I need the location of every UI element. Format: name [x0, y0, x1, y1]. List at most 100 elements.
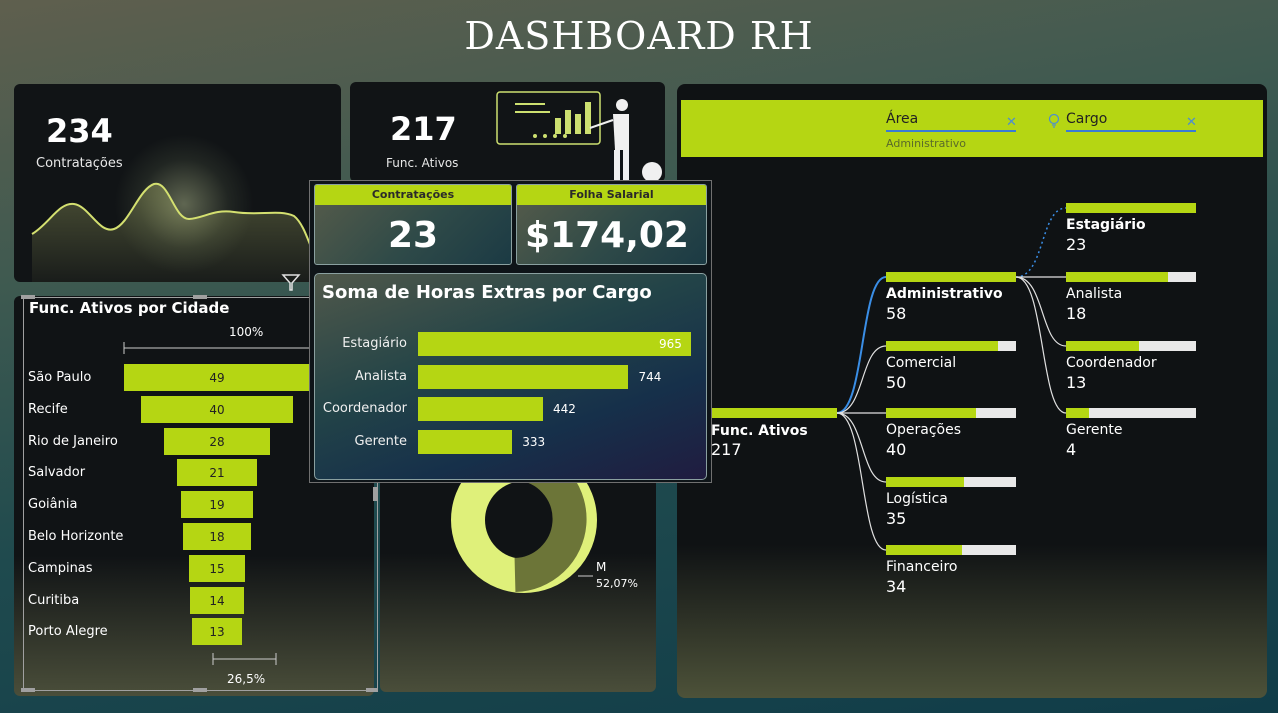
- funnel-bar[interactable]: 15: [188, 554, 246, 582]
- bar-value-label: 333: [522, 434, 546, 449]
- bar-mark: [418, 332, 691, 356]
- tree-node-bar[interactable]: [1066, 408, 1196, 418]
- tree-node-value: 50: [886, 373, 907, 392]
- resize-handle[interactable]: [21, 688, 35, 692]
- kpi-value: 234: [46, 112, 113, 150]
- lightbulb-icon[interactable]: [1047, 113, 1061, 129]
- funnel-bottom-pct: 26,5%: [227, 672, 266, 686]
- tooltip-card-value: 23: [387, 215, 439, 256]
- resize-handle[interactable]: [193, 295, 207, 299]
- resize-handle[interactable]: [193, 688, 207, 692]
- tooltip-page: Contratações 23 Folha Salarial $174,02 .…: [309, 180, 712, 483]
- slicer-area-underline: [886, 130, 1016, 132]
- slicer-area-label[interactable]: Área: [886, 111, 919, 127]
- slicer-cargo-label[interactable]: Cargo: [1066, 111, 1108, 127]
- tooltip-card-contratacoes: Contratações 23: [314, 184, 512, 265]
- kpi-label: Func. Ativos: [386, 156, 459, 170]
- tree-node-bar[interactable]: [886, 477, 1016, 487]
- tree-node-value: 13: [1066, 373, 1087, 392]
- tree-node-value: 23: [1066, 235, 1087, 254]
- funnel-city-label: Campinas: [28, 560, 93, 576]
- bar-value-label: 442: [553, 402, 576, 416]
- slicer-bar: [681, 100, 1263, 157]
- tree-node-label: Comercial: [886, 355, 957, 371]
- funnel-city-label: Belo Horizonte: [28, 529, 124, 544]
- kpi-label: Contratações: [36, 156, 123, 171]
- bar-value-label: 744: [638, 369, 662, 384]
- bar-mark: [418, 429, 513, 454]
- resize-handle[interactable]: [21, 295, 35, 299]
- tree-node-value: 35: [886, 509, 907, 528]
- funnel-bar[interactable]: 18: [182, 523, 252, 550]
- tree-node-bar[interactable]: [886, 408, 1016, 418]
- tree-node-bar[interactable]: [886, 545, 1016, 555]
- funnel-bar[interactable]: 14: [190, 586, 244, 614]
- bar-category-label: Estagiário: [342, 336, 407, 351]
- funnel-city-label: São Paulo: [28, 370, 92, 385]
- tree-node-label: Logística: [886, 491, 948, 507]
- funnel-city-label: Recife: [28, 401, 68, 417]
- funnel-bar[interactable]: 49: [124, 364, 310, 391]
- filter-icon[interactable]: [281, 273, 301, 293]
- sparkline-area-chart: [31, 182, 315, 282]
- decomposition-tree-panel[interactable]: [677, 84, 1267, 698]
- tree-root-bar[interactable]: [711, 408, 837, 418]
- tree-node-value: 40: [886, 440, 907, 459]
- tree-root-value: 217: [711, 440, 742, 459]
- tree-node-label: Administrativo: [886, 286, 1003, 302]
- donut-label: M: [596, 560, 607, 574]
- tree-node-label: Coordenador: [1066, 355, 1157, 371]
- funnel-city-label: Goiânia: [28, 497, 78, 513]
- resize-handle[interactable]: [366, 688, 378, 692]
- tooltip-card-header: Folha Salarial: [517, 185, 706, 205]
- tree-node-label: Analista: [1066, 286, 1123, 302]
- slicer-cargo-underline: [1066, 130, 1196, 132]
- chart-title: Soma de Horas Extras por Cargo: [322, 282, 652, 303]
- tree-node-value: 58: [886, 304, 907, 323]
- overtime-bar-chart: Soma de Horas Extras por Cargo Estagiári…: [314, 273, 707, 480]
- tree-node-label: Operações: [886, 422, 962, 438]
- tree-node-bar[interactable]: [886, 341, 1016, 351]
- tree-node-value: 18: [1066, 304, 1087, 323]
- slicer-area-value: Administrativo: [886, 137, 967, 150]
- tree-root-label: Func. Ativos: [711, 423, 808, 439]
- dashboard-title: DASHBOARD RH: [464, 14, 814, 58]
- bar-value-label: 965: [659, 337, 682, 351]
- clear-cargo-icon[interactable]: ✕: [1186, 115, 1197, 130]
- funnel-city-label: Salvador: [28, 465, 86, 481]
- tree-node-bar[interactable]: [1066, 341, 1196, 351]
- funnel-city-label: Porto Alegre: [28, 624, 108, 640]
- funnel-bar[interactable]: 13: [192, 618, 242, 646]
- resize-handle[interactable]: [373, 487, 377, 501]
- funnel-bar[interactable]: 19: [180, 491, 254, 519]
- funnel-city-label: Rio de Janeiro: [28, 433, 118, 449]
- bar-category-label: Analista: [354, 368, 407, 384]
- tree-node-label: Gerente: [1066, 422, 1123, 438]
- funnel-bar[interactable]: 28: [163, 427, 271, 455]
- bar-mark: [418, 364, 629, 389]
- tree-node-bar[interactable]: [1066, 272, 1196, 282]
- presentation-illustration-icon: [496, 91, 662, 182]
- funnel-bar[interactable]: 40: [141, 395, 293, 423]
- donut-pct: 52,07%: [596, 577, 638, 590]
- tree-node-bar[interactable]: [886, 272, 1016, 282]
- kpi-card-func-ativos[interactable]: 217 Func. Ativos: [350, 82, 665, 182]
- tooltip-card-folha-salarial: Folha Salarial $174,02 ...: [516, 184, 707, 265]
- funnel-top-pct: 100%: [229, 325, 264, 339]
- kpi-card-contratacoes[interactable]: 234 Contratações: [14, 84, 341, 282]
- tree-node-bar[interactable]: [1066, 203, 1196, 213]
- funnel-bar[interactable]: 21: [177, 459, 257, 487]
- bar-category-label: Gerente: [354, 433, 407, 449]
- funnel-city-label: Curitiba: [28, 592, 80, 608]
- funnel-top-bracket: [123, 342, 320, 354]
- funnel-bottom-bracket: [212, 653, 277, 665]
- bar-mark: [418, 397, 544, 421]
- funnel-title: Func. Ativos por Cidade: [29, 299, 230, 317]
- tree-node-label: Estagiário: [1066, 217, 1146, 233]
- bar-category-label: Coordenador: [322, 401, 407, 416]
- tooltip-card-header: Contratações: [315, 185, 511, 205]
- tree-node-value: 34: [886, 577, 907, 596]
- tree-node-label: Financeiro: [886, 559, 958, 575]
- tooltip-card-value: $174,02 ...: [525, 215, 689, 264]
- clear-area-icon[interactable]: ✕: [1006, 115, 1017, 130]
